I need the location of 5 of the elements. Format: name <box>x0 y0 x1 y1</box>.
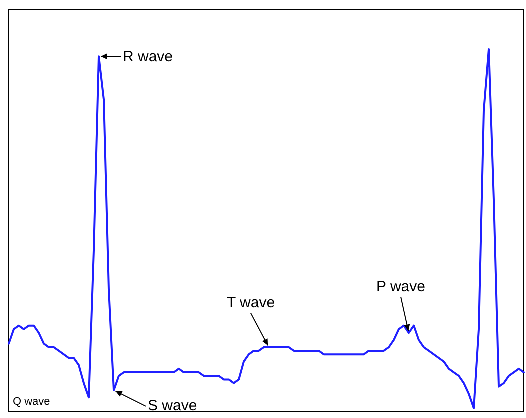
annotation: S wave <box>148 398 198 415</box>
annotation: R wave <box>123 48 174 66</box>
annotation: T wave <box>226 294 276 312</box>
annotation: P wave <box>376 278 426 296</box>
annotation: Q wave <box>13 396 50 408</box>
